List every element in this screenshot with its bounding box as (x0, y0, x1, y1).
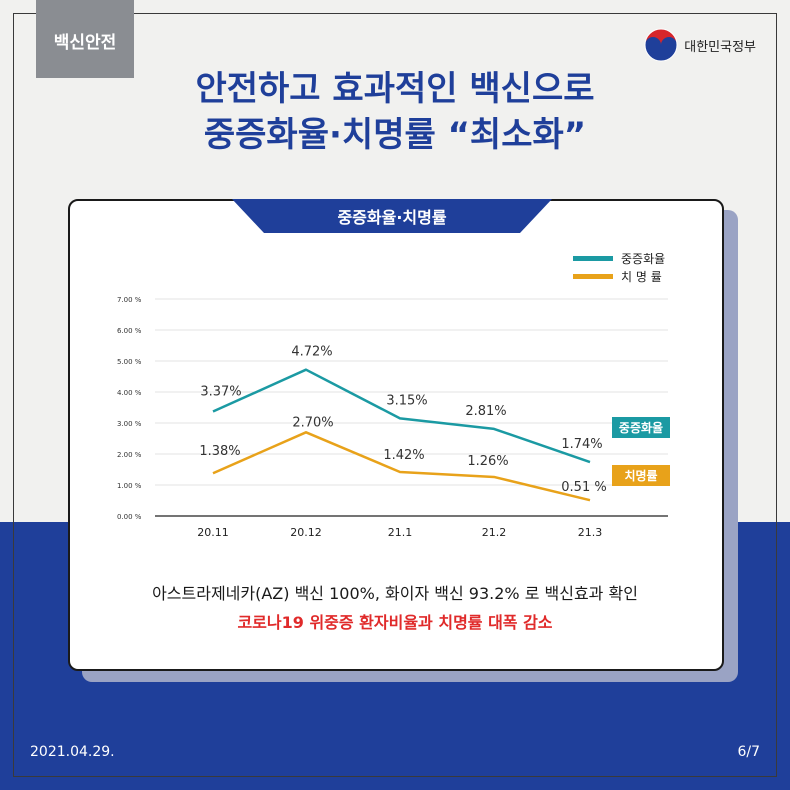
y-tick-label: 2.00 % (117, 451, 142, 459)
caption-vaccine-efficacy: 아스트라제네카(AZ) 백신 100%, 화이자 백신 93.2% 로 백신효과… (152, 584, 638, 603)
series-line-1 (212, 431, 591, 502)
series-line-0 (212, 368, 591, 464)
data-label: 3.37% (200, 385, 241, 400)
y-tick-label: 5.00 % (117, 358, 142, 366)
legend-label-fatality: 치 명 률 (621, 269, 662, 284)
chart-card (68, 199, 724, 671)
y-tick-label: 6.00 % (117, 327, 142, 335)
legend-swatch-fatality (573, 273, 613, 279)
x-tick-label: 20.12 (290, 526, 322, 539)
chart-legend: 중증화율 치 명 률 (573, 249, 665, 285)
taegeuk-logo-icon (644, 28, 678, 62)
series-end-tag-bg (612, 417, 670, 438)
title-line-2: 중증화율·치명률 “최소화” (203, 115, 587, 155)
y-tick-label: 3.00 % (117, 420, 142, 428)
y-tick-label: 7.00 % (117, 296, 142, 304)
x-tick-label: 20.11 (197, 526, 229, 539)
chart-card-title: 중증화율·치명률 (232, 199, 552, 233)
data-label: 1.42% (383, 448, 424, 463)
series-end-tag: 중증화율 (619, 420, 663, 435)
title-line-1: 안전하고 효과적인 백신으로 (195, 69, 595, 109)
series-end-tag-bg (612, 465, 670, 486)
x-tick-label: 21.2 (482, 526, 507, 539)
x-tick-label: 21.1 (388, 526, 413, 539)
data-label: 0.51 % (561, 480, 606, 495)
legend-item-severe: 중증화율 (573, 249, 665, 267)
data-label: 1.74% (561, 437, 602, 452)
series-end-tag: 치명률 (624, 468, 657, 483)
publish-date: 2021.04.29. (30, 744, 115, 760)
x-tick-label: 21.3 (578, 526, 603, 539)
y-tick-label: 4.00 % (117, 389, 142, 397)
data-label: 2.70% (292, 415, 333, 430)
government-brand: 대한민국정부 (644, 28, 756, 62)
data-label: 1.38% (199, 444, 240, 459)
legend-item-fatality: 치 명 률 (573, 267, 665, 285)
data-label: 3.15% (386, 393, 427, 408)
category-tag: 백신안전 (36, 0, 134, 78)
legend-swatch-severe (573, 255, 613, 261)
data-label: 1.26% (467, 454, 508, 469)
data-label: 2.81% (465, 404, 506, 419)
data-label: 4.72% (291, 345, 332, 360)
y-tick-label: 0.00 % (117, 513, 142, 521)
government-name: 대한민국정부 (684, 39, 756, 55)
legend-label-severe: 중증화율 (621, 251, 666, 266)
y-tick-label: 1.00 % (117, 482, 142, 490)
page-number: 6/7 (737, 744, 760, 760)
page-frame (13, 13, 777, 777)
caption-reduction: 코로나19 위중증 환자비율과 치명률 대폭 감소 (237, 613, 553, 632)
page-title: 안전하고 효과적인 백신으로 중증화율·치명률 “최소화” (0, 66, 790, 158)
